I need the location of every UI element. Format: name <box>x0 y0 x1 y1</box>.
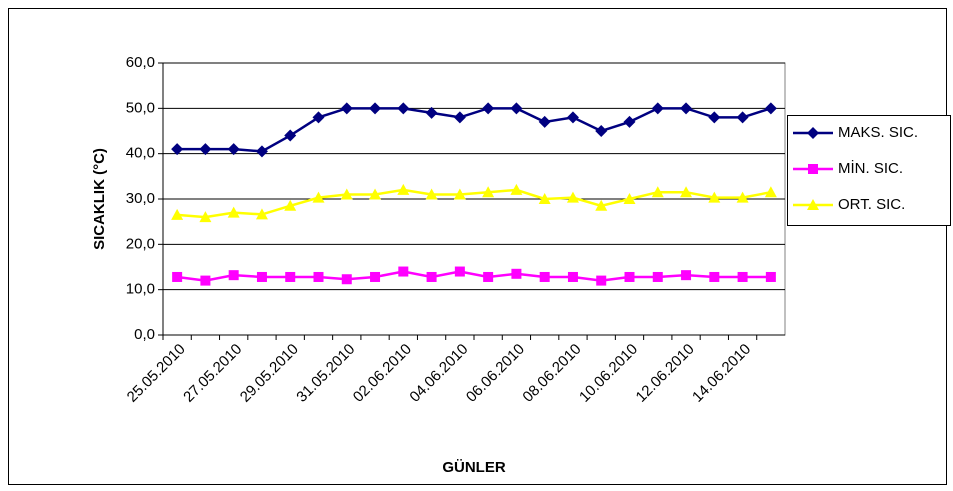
point-marker <box>227 143 240 156</box>
y-tick-label: 50,0 <box>126 99 155 116</box>
point-marker <box>651 102 664 115</box>
point-marker <box>397 102 410 115</box>
y-tick-label: 20,0 <box>126 235 155 252</box>
point-marker <box>652 271 663 282</box>
point-marker <box>624 271 635 282</box>
point-marker <box>200 275 211 286</box>
point-marker <box>171 208 184 220</box>
point-marker <box>595 199 608 211</box>
point-marker <box>567 271 578 282</box>
point-marker <box>765 271 776 282</box>
point-marker <box>453 188 466 200</box>
point-marker <box>425 106 438 119</box>
point-marker <box>510 183 523 195</box>
point-marker <box>255 208 268 220</box>
legend-label: ORT. SIC. <box>838 196 905 213</box>
y-tick-label: 30,0 <box>126 190 155 207</box>
point-marker <box>398 266 409 277</box>
point-marker <box>708 111 721 124</box>
point-marker <box>284 129 297 142</box>
series-line <box>177 107 772 153</box>
point-marker <box>566 191 579 203</box>
point-marker <box>483 271 494 282</box>
y-tick-label: 60,0 <box>126 54 155 71</box>
point-marker <box>426 271 437 282</box>
point-marker <box>199 211 212 223</box>
point-marker <box>681 270 692 281</box>
point-marker <box>228 270 239 281</box>
point-marker <box>807 199 819 210</box>
point-marker <box>680 186 693 198</box>
point-marker <box>736 111 749 124</box>
y-tick-label: 40,0 <box>126 145 155 162</box>
point-marker <box>172 271 183 282</box>
legend-label: MAKS. SIC. <box>838 124 918 141</box>
point-marker <box>341 274 352 285</box>
point-marker <box>709 271 720 282</box>
point-marker <box>284 199 297 211</box>
point-marker <box>737 271 748 282</box>
legend-label: MİN. SIC. <box>838 159 903 177</box>
point-marker <box>369 188 382 200</box>
point-marker <box>764 186 777 198</box>
point-marker <box>369 102 382 115</box>
point-marker <box>340 102 353 115</box>
y-axis-title: SICAKLIK (°C) <box>91 148 108 250</box>
point-marker <box>538 193 551 204</box>
point-marker <box>595 125 608 137</box>
point-marker <box>454 266 465 277</box>
point-marker <box>312 191 325 203</box>
y-tick-label: 0,0 <box>134 326 155 343</box>
series-line <box>176 270 771 282</box>
point-marker <box>482 102 495 115</box>
point-marker <box>312 111 325 124</box>
point-marker <box>623 115 636 128</box>
series-line <box>177 188 772 219</box>
point-marker <box>680 102 693 115</box>
point-marker <box>256 271 267 282</box>
point-marker <box>482 186 495 198</box>
point-marker <box>199 143 212 156</box>
point-marker <box>736 191 749 203</box>
point-marker <box>313 271 324 282</box>
point-marker <box>651 186 664 198</box>
point-marker <box>255 145 268 158</box>
point-marker <box>807 127 819 139</box>
point-marker <box>596 275 607 286</box>
point-marker <box>808 164 818 174</box>
point-marker <box>171 143 184 156</box>
point-marker <box>340 188 353 200</box>
point-marker <box>511 268 522 279</box>
point-marker <box>285 271 296 282</box>
point-marker <box>425 188 438 200</box>
point-marker <box>510 102 523 115</box>
x-axis-title: GÜNLER <box>442 459 506 476</box>
point-marker <box>764 102 777 115</box>
point-marker <box>453 111 466 124</box>
point-marker <box>538 115 551 128</box>
point-marker <box>623 193 636 204</box>
point-marker <box>370 271 381 282</box>
point-marker <box>566 111 579 124</box>
point-marker <box>397 183 410 195</box>
point-marker <box>708 191 721 203</box>
y-tick-label: 10,0 <box>126 281 155 298</box>
point-marker <box>539 271 550 282</box>
point-marker <box>227 206 240 218</box>
